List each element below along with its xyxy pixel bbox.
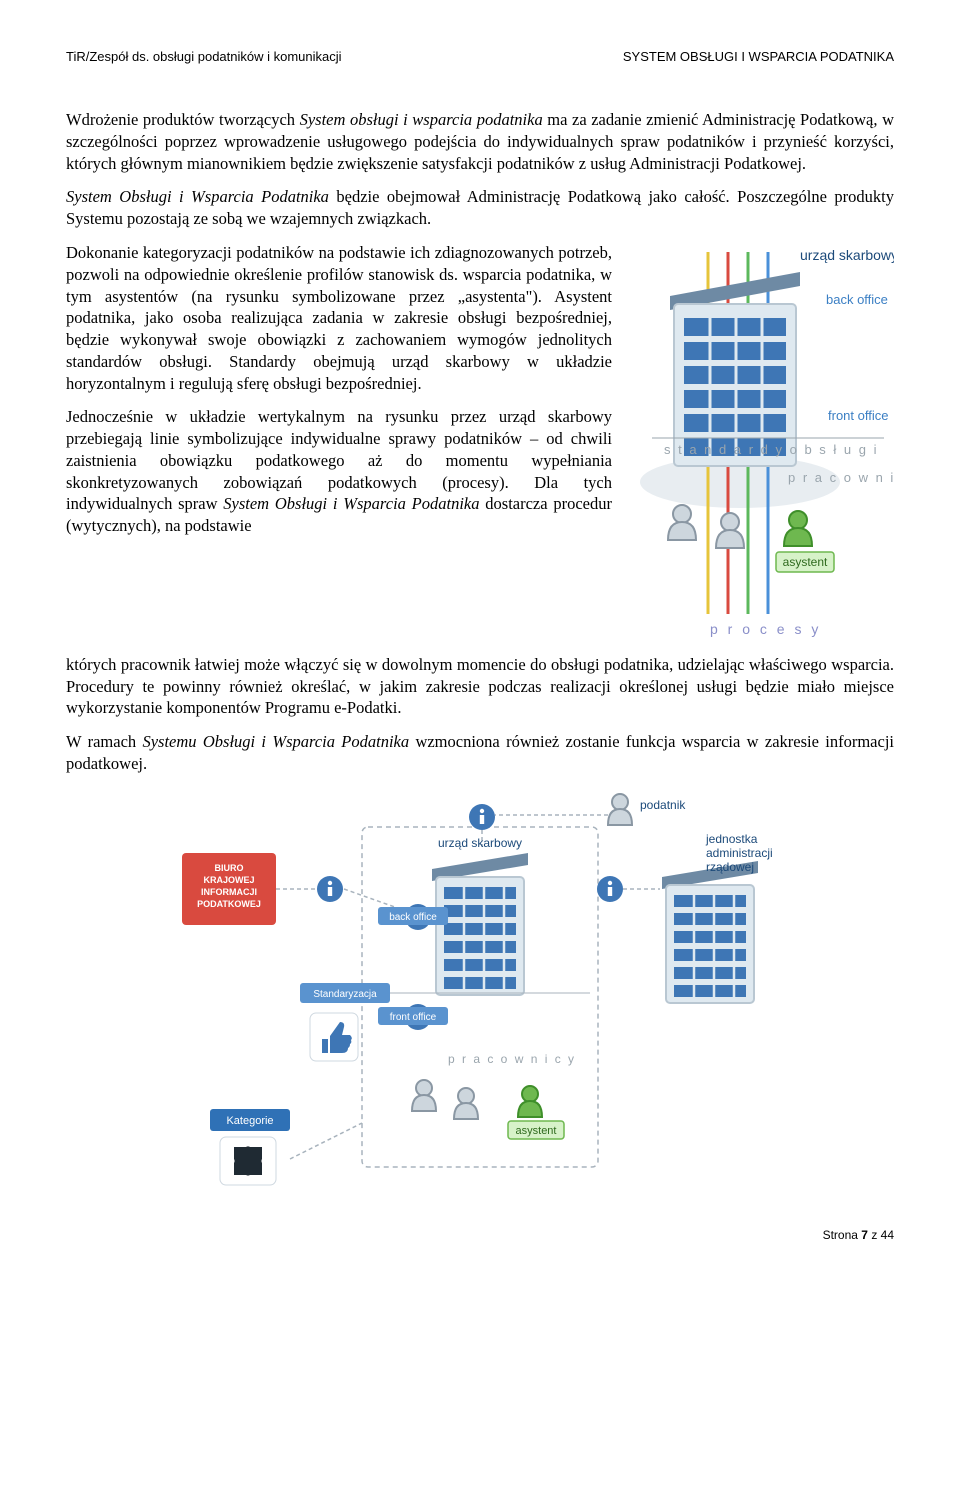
p1b: System obsługi i wsparcia podatnika (300, 110, 543, 129)
p5a: W ramach (66, 732, 142, 751)
fig1-label-procesy: p r o c e s y (710, 621, 821, 637)
paragraph-1: Wdrożenie produktów tworzących System ob… (66, 109, 894, 174)
page-header: TiR/Zespół ds. obsługi podatników i komu… (66, 48, 894, 65)
header-left: TiR/Zespół ds. obsługi podatników i komu… (66, 48, 342, 65)
p2a: System Obsługi i Wsparcia Podatnika (66, 187, 329, 206)
person-icon (668, 505, 696, 540)
svg-text:BIURO: BIURO (215, 863, 244, 873)
wrap-block: Dokonanie kategoryzacji podatników na po… (66, 242, 894, 648)
fig2-label-kategorie: Kategorie (226, 1115, 273, 1127)
fig2-label-standar: Standaryzacja (313, 989, 377, 1000)
figure-1-svg: urząd skarbowy back office front office … (630, 242, 894, 642)
paragraph-4-rest: których pracownik łatwiej może włączyć s… (66, 654, 894, 719)
fig1-label-pracownicy: p r a c o w n i c y (788, 470, 894, 485)
fig2-label-asystent: asystent (516, 1125, 557, 1137)
building-icon (670, 272, 800, 466)
p4b: System Obsługi i Wsparcia Podatnika (223, 494, 479, 513)
p1a: Wdrożenie produktów tworzących (66, 110, 300, 129)
wrap-text: Dokonanie kategoryzacji podatników na po… (66, 242, 612, 537)
svg-text:jednostka: jednostka (705, 832, 758, 846)
svg-text:INFORMACJI: INFORMACJI (201, 887, 257, 897)
fig1-label-standardy: s t a n d a r d y o b s ł u g i (664, 442, 878, 457)
paragraph-4-top: Jednocześnie w układzie wertykalnym na r… (66, 406, 612, 537)
figure-2-svg: BIURO KRAJOWEJ INFORMACJI PODATKOWEJ urz… (160, 787, 800, 1197)
fig2-label-front: front office (390, 1012, 437, 1023)
paragraph-3: Dokonanie kategoryzacji podatników na po… (66, 242, 612, 394)
fig2-label-podatnik: podatnik (640, 798, 686, 812)
footer-page: Strona 7 z 44 (823, 1228, 894, 1242)
asystent-icon (784, 511, 812, 546)
fig1-label-back: back office (826, 292, 888, 307)
svg-text:administracji: administracji (706, 846, 773, 860)
paragraph-2: System Obsługi i Wsparcia Podatnika będz… (66, 186, 894, 230)
figure-2: BIURO KRAJOWEJ INFORMACJI PODATKOWEJ urz… (66, 787, 894, 1203)
fig1-label-front: front office (828, 408, 888, 423)
person-icon (716, 513, 744, 548)
p5b: Systemu Obsługi i Wsparcia Podatnika (142, 732, 409, 751)
figure-1: urząd skarbowy back office front office … (630, 242, 894, 648)
page-footer: Strona 7 z 44 (66, 1228, 894, 1244)
header-right: SYSTEM OBSŁUGI I WSPARCIA PODATNIKA (623, 48, 894, 65)
svg-text:PODATKOWEJ: PODATKOWEJ (197, 899, 261, 909)
svg-text:KRAJOWEJ: KRAJOWEJ (203, 875, 254, 885)
fig2-label-pracownicy: p r a c o w n i c y (448, 1052, 576, 1066)
fig1-label-urzad: urząd skarbowy (800, 247, 894, 263)
fig2-label-urzad: urząd skarbowy (438, 836, 522, 850)
svg-text:rządowej: rządowej (706, 860, 754, 874)
fig2-label-back: back office (389, 912, 437, 923)
paragraph-5: W ramach Systemu Obsługi i Wsparcia Poda… (66, 731, 894, 775)
fig1-label-asystent: asystent (783, 555, 828, 569)
